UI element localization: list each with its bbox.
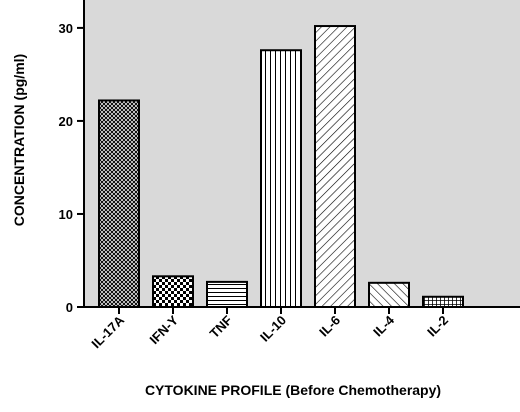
x-tick-label: IFN-Y — [147, 312, 182, 347]
y-tick-label: 10 — [59, 207, 73, 222]
bar-il-4 — [368, 281, 410, 309]
bar-ifn-y — [152, 275, 194, 308]
bar-tnf — [206, 280, 248, 308]
bar-il-10 — [260, 49, 302, 309]
y-tick-label: 30 — [59, 21, 73, 36]
bar-il-2 — [422, 295, 464, 308]
y-tick-label: 20 — [59, 114, 73, 129]
y-tick-group: 0 10 20 30 — [59, 21, 84, 315]
x-tick-group: IL-17A IFN-Y TNF IL-10 IL-6 IL-4 IL-2 — [88, 307, 451, 351]
bar-il-6 — [314, 25, 356, 308]
x-tick-label: IL-6 — [316, 313, 343, 340]
x-tick-label: TNF — [207, 312, 236, 341]
y-axis-label: CONCENTRATION (pg/ml) — [11, 54, 27, 226]
bar-group — [98, 25, 464, 309]
x-tick-label: IL-17A — [88, 312, 127, 351]
x-tick-label: IL-4 — [370, 312, 397, 339]
x-tick-label: IL-2 — [424, 313, 451, 340]
x-axis-label: CYTOKINE PROFILE (Before Chemotherapy) — [145, 382, 441, 398]
y-tick-label: 0 — [66, 300, 73, 315]
x-tick-label: IL-10 — [257, 313, 289, 345]
bar-il-17a — [98, 99, 140, 308]
